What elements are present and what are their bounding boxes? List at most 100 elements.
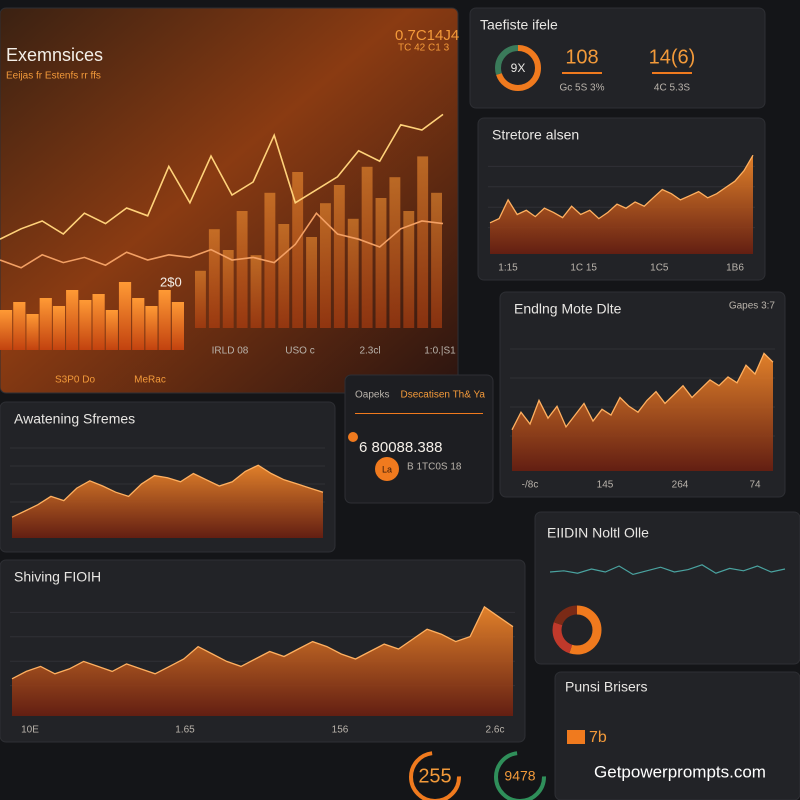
bar [92, 294, 105, 350]
mini-panel [554, 671, 800, 800]
bar [347, 218, 359, 328]
area-fill [12, 465, 323, 538]
line-secondary [0, 211, 444, 269]
stat-underline [562, 72, 602, 74]
stat-value: 108 [565, 46, 598, 68]
area-fill [12, 606, 513, 716]
card-heading: Dsecatisen Th& Ya [401, 390, 486, 401]
card-value: 6 80088.388 [359, 439, 442, 456]
panel-title: Shiving FIOIH [14, 569, 101, 585]
donut-panel [534, 511, 800, 665]
area-line [11, 605, 514, 680]
bar [417, 156, 429, 328]
card-badge [375, 457, 399, 481]
panel-title: Awatening Sfremes [14, 411, 135, 427]
stat-note: 4C 5.3S [654, 83, 690, 94]
bar [52, 306, 66, 350]
donut-label: 9X [511, 61, 526, 75]
bar [389, 177, 401, 328]
panel-title: Taefiste ifele [480, 17, 558, 33]
bar [250, 255, 262, 328]
bar [333, 185, 345, 328]
axis-label: 1:0.|S1 [424, 346, 456, 357]
donut-segment [552, 605, 602, 655]
stat-note: Gc 5S 3% [559, 83, 604, 94]
gauge-ring [494, 751, 546, 800]
bar [13, 302, 26, 350]
card-note: B 1TC0S 18 [407, 462, 462, 473]
axis-label: 2.3cl [359, 346, 380, 357]
panel-title: Endlng Mote Dlte [514, 301, 622, 317]
panel-title: EIIDIN Noltl Olle [547, 525, 649, 541]
axis-label: 74 [749, 480, 761, 491]
bar [236, 211, 248, 328]
bar [39, 298, 52, 350]
axis-label: 1:15 [498, 263, 518, 274]
bar [145, 306, 158, 350]
bar [0, 310, 13, 350]
bar [105, 310, 118, 350]
bar [431, 192, 442, 328]
card-divider [355, 413, 483, 414]
bar [79, 300, 92, 350]
chart-label: 2$0 [160, 274, 182, 289]
mini-badge [567, 730, 585, 744]
bar [171, 302, 184, 350]
axis-label: -/8c [522, 480, 539, 491]
bar [26, 314, 39, 350]
axis-label: 156 [332, 725, 349, 736]
bar [292, 172, 304, 328]
bar [66, 290, 79, 350]
bar [278, 224, 290, 328]
stats-panel [469, 7, 766, 109]
card-tag: La [382, 464, 392, 474]
bar [158, 290, 171, 350]
card-dot [348, 432, 358, 442]
signal-line [549, 564, 786, 576]
headline-value: 0.7C14J4 [395, 27, 459, 44]
stat-value: 14(6) [649, 46, 696, 68]
footer-label: S3P0 Do [55, 375, 95, 386]
donut-segment [552, 605, 602, 655]
axis-label: 1C 15 [570, 263, 597, 274]
bar [208, 229, 220, 328]
bar [361, 166, 373, 328]
axis-label: 2.6c [486, 725, 505, 736]
corner-label: Gapes 3:7 [729, 301, 776, 312]
gauge-value: 9478 [504, 768, 535, 784]
bar [195, 270, 206, 328]
headline-sub: TC 42 C1 3 [398, 43, 450, 54]
area-fill [490, 155, 753, 254]
axis-label: 1.65 [175, 725, 195, 736]
bar [118, 282, 132, 350]
axis-label: USO c [285, 346, 314, 357]
card-title: Oapeks [355, 390, 389, 401]
axis-label: 1C5 [650, 263, 669, 274]
axis-label: 264 [672, 480, 689, 491]
axis-label: IRLD 08 [212, 346, 249, 357]
axis-label: 145 [597, 480, 614, 491]
axis-label: 10E [21, 725, 39, 736]
line-primary [0, 113, 444, 240]
panel-title: Punsi Brisers [565, 679, 647, 695]
panel-title: Stretore alsen [492, 127, 579, 143]
bar [320, 203, 331, 328]
watermark: Getpowerprompts.com [594, 762, 766, 781]
area-line [11, 464, 324, 518]
footer-label: MeRac [134, 375, 166, 386]
donut-segment [495, 45, 541, 91]
bar [375, 198, 387, 328]
area-line [489, 154, 754, 224]
bar [132, 298, 145, 350]
gauge-ring [409, 751, 461, 800]
stat-underline [652, 72, 692, 74]
axis-label: 1B6 [726, 263, 744, 274]
panel-subtitle: Eeijas fr Estenfs rr ffs [6, 71, 101, 82]
mini-value: 7b [589, 729, 607, 746]
bar [222, 250, 234, 328]
bar [306, 237, 317, 328]
bar [264, 192, 276, 328]
gauge-value: 255 [418, 765, 451, 787]
panel-title: Exemnsices [6, 45, 103, 65]
